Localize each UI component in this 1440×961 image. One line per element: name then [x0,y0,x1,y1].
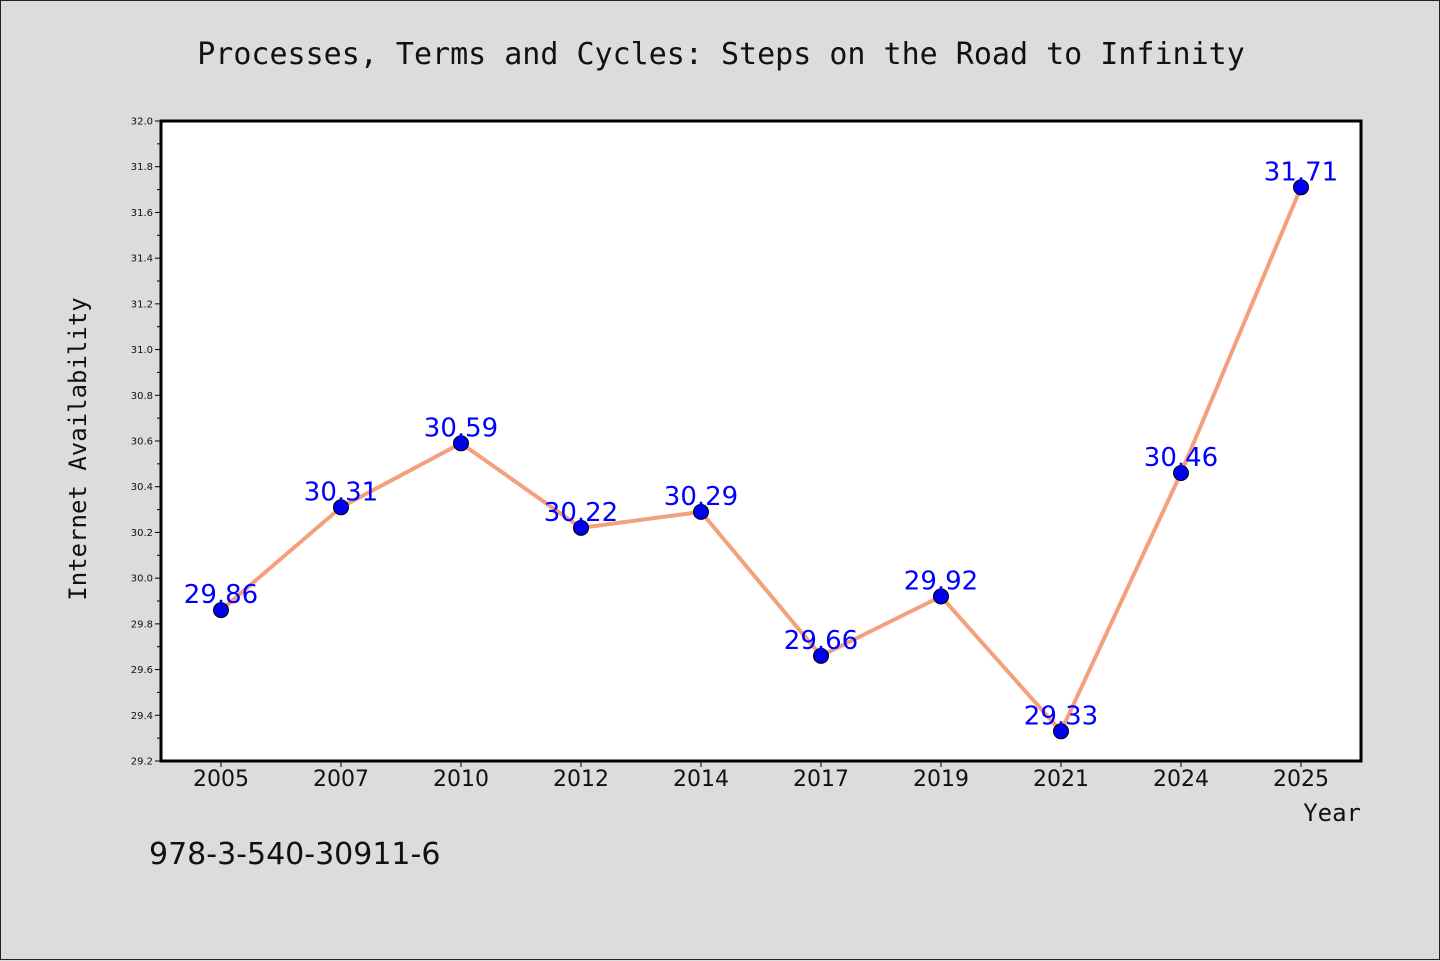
x-tick-label: 2017 [793,767,849,792]
markers-group [213,179,1309,740]
y-tick-label: 29.2 [131,757,153,768]
plot-frame [159,119,1363,763]
x-tick-label: 2005 [193,767,249,792]
y-axis: 29.2 29.4 29.6 29.8 30.0 30.2 30.4 30.6 30.8 31.0… [131,117,161,768]
data-point-marker [1293,179,1309,196]
y-tick-label: 31.0 [131,345,153,356]
data-point-marker [933,588,949,605]
x-tick-label: 2019 [913,767,969,792]
data-value-label: 30.59 [424,413,498,443]
data-point-marker [693,503,709,520]
x-tick-label: 2012 [553,767,609,792]
series-line-group [219,185,1303,734]
y-tick-label: 31.4 [131,254,153,265]
x-tick-label: 2024 [1153,767,1209,792]
y-tick-label: 31.2 [131,299,153,310]
y-tick-label: 31.8 [131,162,153,173]
x-axis: 2005 2007 2010 2012 2014 2017 2019 2021 2024 2025 [193,761,1329,792]
data-value-label: 30.22 [544,498,618,528]
y-tick-label: 29.4 [131,711,153,722]
x-tick-label: 2014 [673,767,729,792]
y-tick-label: 30.4 [131,482,153,493]
chart-title: Processes, Terms and Cycles: Steps on th… [197,37,1245,72]
data-point-marker [333,499,349,516]
y-tick-label: 29.6 [131,665,153,676]
data-point-marker [1173,465,1189,481]
data-value-label: 29.33 [1024,701,1098,731]
plot-area [161,121,1361,761]
x-tick-label: 2025 [1273,767,1329,792]
x-axis-label: Year [1303,799,1361,827]
data-value-label: 31.71 [1264,157,1338,187]
data-point-marker [813,647,829,664]
isbn-footer: 978-3-540-30911-6 [149,837,440,872]
data-value-label: 29.66 [784,626,858,656]
y-tick-label: 30.0 [131,574,153,585]
data-value-label: 29.86 [184,580,258,610]
y-tick-label: 30.6 [131,437,153,448]
x-tick-label: 2007 [313,767,369,792]
y-tick-label: 30.8 [131,391,153,402]
series-line [219,185,1303,734]
y-tick-label: 31.6 [131,208,153,219]
data-point-marker [1053,723,1069,740]
data-value-label: 30.31 [304,477,378,507]
y-axis-label: Internet Availability [64,297,92,600]
data-value-label: 30.29 [664,482,738,512]
y-tick-label: 30.2 [131,528,153,539]
data-labels-group: 29.86 30.31 30.59 30.22 30.29 29.66 29.92 29.33… [184,157,1338,731]
data-point-marker [573,519,589,536]
data-point-marker [213,602,229,619]
data-point-marker [453,435,469,452]
y-tick-label: 29.8 [131,619,153,630]
x-tick-label: 2021 [1033,767,1089,792]
data-value-label: 29.92 [904,566,978,596]
y-tick-label: 32.0 [131,117,153,128]
data-value-label: 30.46 [1144,443,1218,473]
x-tick-label: 2010 [433,767,489,792]
